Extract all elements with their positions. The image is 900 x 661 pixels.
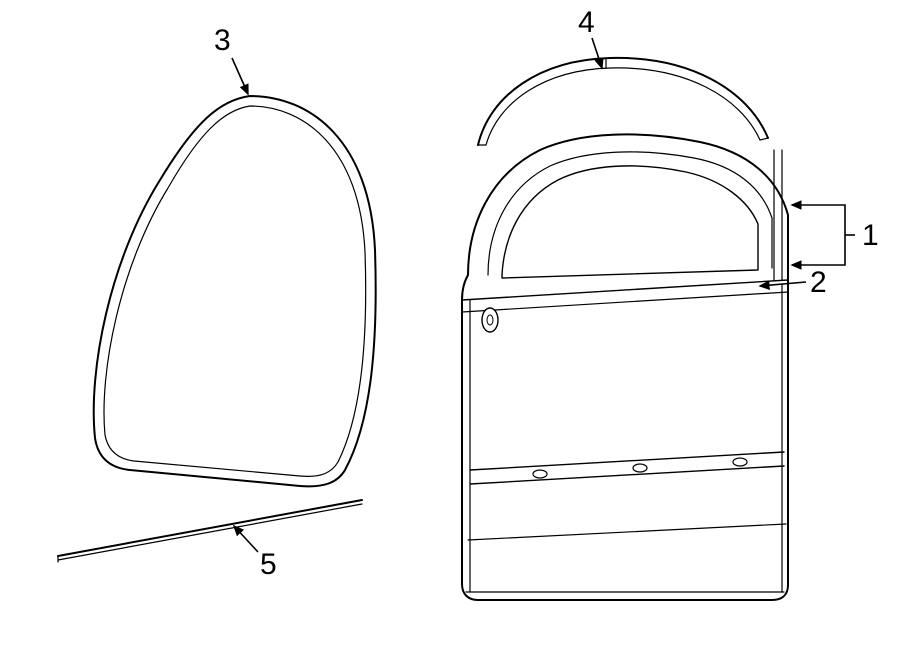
callout-3: 3	[214, 24, 248, 94]
callout-label-4: 4	[578, 6, 595, 39]
callout-label-1: 1	[862, 219, 879, 252]
parts-diagram: 1 2 3 4 5	[0, 0, 900, 661]
callout-1: 1	[792, 205, 879, 265]
callout-label-5: 5	[260, 548, 277, 581]
callout-label-3: 3	[214, 24, 231, 57]
upper-frame-molding	[478, 58, 768, 145]
door-opening-seal	[94, 96, 376, 486]
callout-label-2: 2	[810, 266, 827, 299]
door-assembly	[462, 134, 788, 600]
lower-sill-seal	[58, 500, 362, 562]
callout-5: 5	[234, 526, 277, 581]
